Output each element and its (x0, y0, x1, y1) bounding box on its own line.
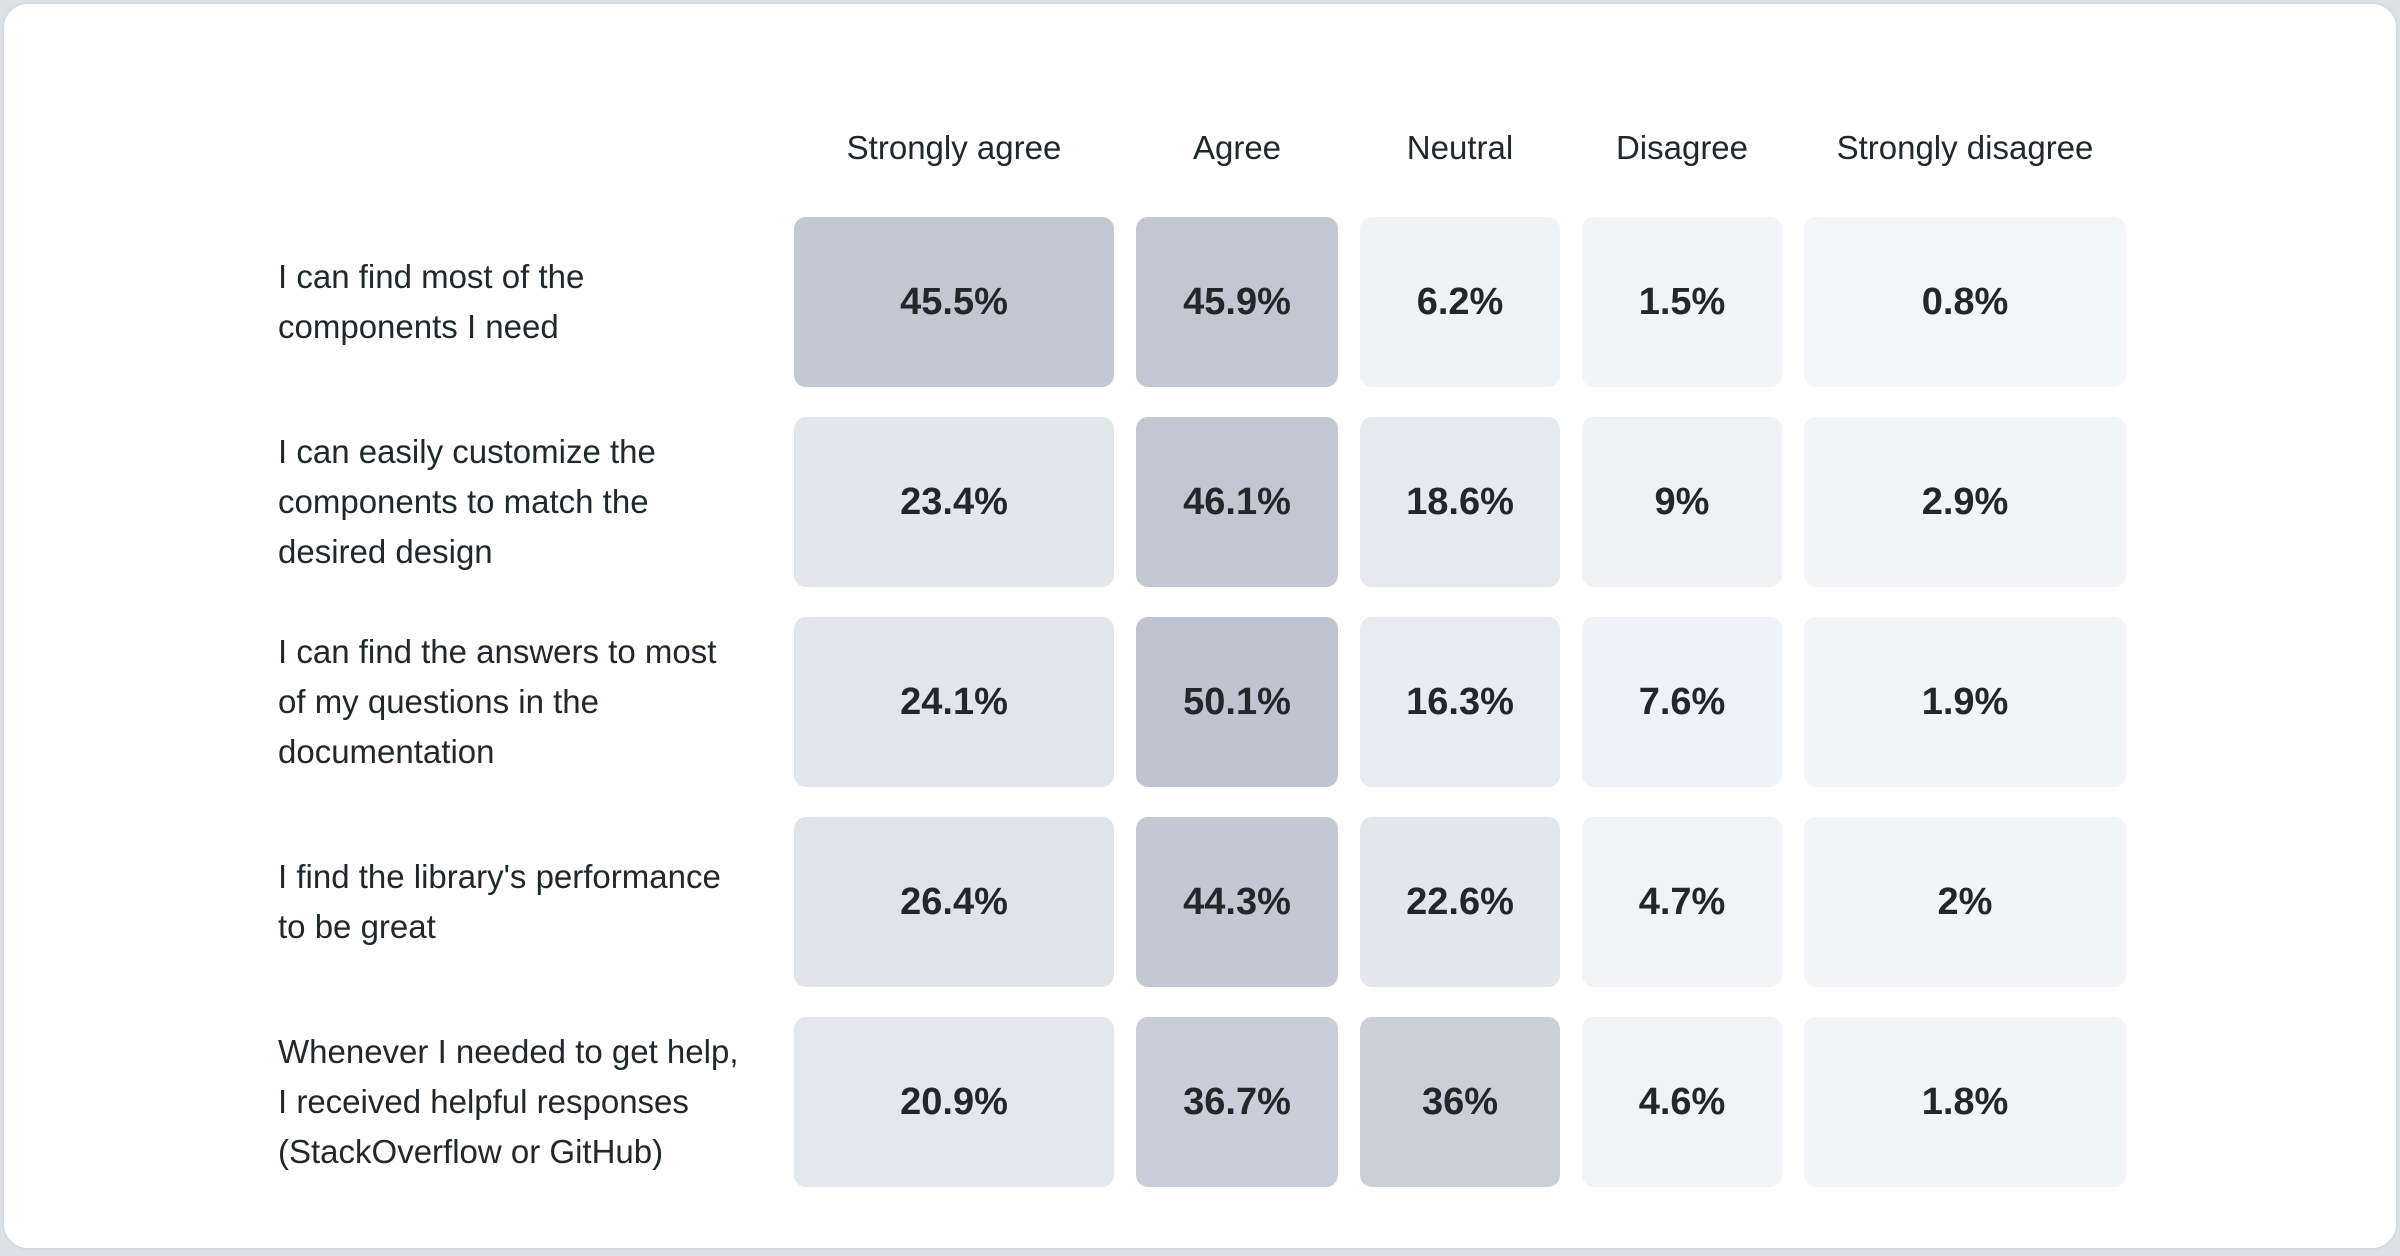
row-label-line: components to match the (278, 483, 649, 520)
column-header-disagree: Disagree (1615, 129, 1749, 166)
row-label-line: desired design (278, 533, 493, 570)
heatmap-cell: 9% (1582, 417, 1782, 587)
heatmap-cell: 26.4% (794, 817, 1114, 987)
row-label-line: I can find most of the (278, 258, 585, 295)
row-label: I can easily customize the components to … (278, 417, 772, 587)
heatmap-cell: 45.5% (794, 217, 1114, 387)
heatmap-table: Strongly agree Agree Neutral Disagree Strong… (278, 4, 2126, 1187)
column-header-strongly-disagree: Strongly disagree (1836, 129, 2094, 166)
row-label-line: to be great (278, 908, 436, 945)
heatmap-cell: 1.9% (1804, 617, 2126, 787)
heatmap-cell: 1.8% (1804, 1017, 2126, 1187)
row-label-line: I can find the answers to most (278, 633, 717, 670)
heatmap-cell: 20.9% (794, 1017, 1114, 1187)
heatmap-cell: 1.5% (1582, 217, 1782, 387)
row-label-line: documentation (278, 733, 495, 770)
heatmap-cell: 18.6% (1360, 417, 1560, 587)
row-label-line: of my questions in the (278, 683, 600, 720)
header-corner-spacer (278, 4, 772, 187)
heatmap-cell: 2% (1804, 817, 2126, 987)
row-label-line: (StackOverflow or GitHub) (278, 1133, 664, 1170)
heatmap-cell: 0.8% (1804, 217, 2126, 387)
row-label-line: I find the library's performance (278, 858, 721, 895)
heatmap-cell: 4.7% (1582, 817, 1782, 987)
row-label: Whenever I needed to get help, I received… (278, 1017, 772, 1187)
heatmap-cell: 36.7% (1136, 1017, 1338, 1187)
heatmap-cell: 22.6% (1360, 817, 1560, 987)
row-label-line: I received helpful responses (278, 1083, 689, 1120)
row-label: I find the library's performance to be gr… (278, 817, 772, 987)
heatmap-cell: 6.2% (1360, 217, 1560, 387)
row-label: I can find the answers to most of my ques… (278, 617, 772, 787)
heatmap-cell: 2.9% (1804, 417, 2126, 587)
heatmap-cell: 4.6% (1582, 1017, 1782, 1187)
row-label-line: I can easily customize the (278, 433, 656, 470)
heatmap-cell: 23.4% (794, 417, 1114, 587)
heatmap-cell: 24.1% (794, 617, 1114, 787)
heatmap-cell: 50.1% (1136, 617, 1338, 787)
heatmap-cell: 7.6% (1582, 617, 1782, 787)
column-header-agree: Agree (1192, 129, 1282, 166)
row-label-line: components I need (278, 308, 559, 345)
heatmap-cell: 36% (1360, 1017, 1560, 1187)
heatmap-cell: 16.3% (1360, 617, 1560, 787)
heatmap-cell: 44.3% (1136, 817, 1338, 987)
heatmap-cell: 46.1% (1136, 417, 1338, 587)
column-header-strongly-agree: Strongly agree (846, 129, 1062, 166)
row-label: I can find most of the components I need (278, 217, 772, 387)
row-label-line: Whenever I needed to get help, (278, 1033, 739, 1070)
heatmap-cell: 45.9% (1136, 217, 1338, 387)
column-header-neutral: Neutral (1406, 129, 1514, 166)
